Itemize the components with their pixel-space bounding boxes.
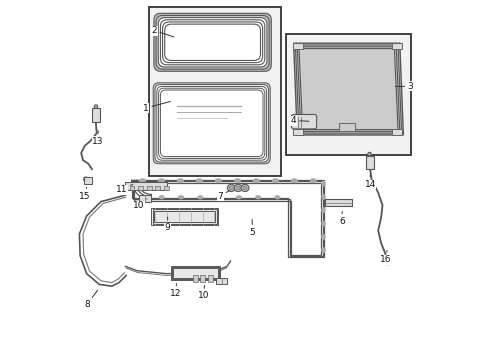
Bar	[171, 266, 220, 280]
Ellipse shape	[177, 179, 183, 183]
Bar	[193, 275, 198, 282]
Ellipse shape	[94, 105, 98, 108]
Bar	[164, 186, 169, 190]
FancyBboxPatch shape	[156, 15, 269, 69]
Ellipse shape	[322, 235, 325, 239]
FancyBboxPatch shape	[159, 88, 265, 158]
Ellipse shape	[236, 186, 240, 190]
Text: 9: 9	[165, 217, 171, 232]
Text: 7: 7	[218, 190, 229, 201]
Bar	[200, 275, 205, 282]
Text: 4: 4	[291, 116, 309, 125]
Ellipse shape	[272, 179, 278, 183]
Bar	[286, 34, 411, 155]
Ellipse shape	[243, 186, 247, 190]
Bar	[151, 208, 218, 225]
Ellipse shape	[217, 196, 222, 199]
Text: 11: 11	[116, 184, 133, 194]
FancyBboxPatch shape	[157, 86, 267, 160]
Ellipse shape	[322, 208, 325, 212]
Ellipse shape	[256, 196, 261, 199]
Text: 2: 2	[151, 26, 174, 37]
Bar	[216, 278, 227, 284]
Ellipse shape	[311, 179, 316, 183]
Ellipse shape	[234, 184, 242, 192]
Ellipse shape	[322, 221, 325, 226]
Ellipse shape	[159, 196, 164, 199]
Bar	[84, 177, 92, 184]
FancyBboxPatch shape	[153, 83, 270, 164]
Bar	[366, 156, 373, 169]
FancyBboxPatch shape	[165, 24, 261, 60]
Bar	[208, 275, 213, 282]
Text: 5: 5	[249, 220, 255, 237]
Polygon shape	[294, 43, 403, 135]
FancyBboxPatch shape	[155, 85, 269, 162]
Ellipse shape	[322, 194, 325, 199]
Ellipse shape	[196, 179, 202, 183]
Ellipse shape	[237, 196, 241, 199]
Text: 16: 16	[380, 251, 392, 264]
FancyBboxPatch shape	[154, 13, 271, 71]
Text: 10: 10	[198, 285, 209, 300]
Ellipse shape	[292, 179, 297, 183]
Bar	[293, 43, 303, 49]
Bar	[139, 195, 151, 202]
Ellipse shape	[227, 184, 235, 192]
Ellipse shape	[322, 181, 325, 186]
Text: 13: 13	[93, 131, 104, 145]
FancyBboxPatch shape	[160, 20, 265, 65]
Ellipse shape	[322, 248, 325, 253]
Text: 12: 12	[170, 284, 182, 298]
Bar	[155, 186, 160, 190]
Ellipse shape	[241, 184, 249, 192]
Bar	[92, 108, 100, 122]
Text: 3: 3	[395, 82, 414, 91]
Bar	[138, 186, 143, 190]
Bar	[153, 209, 217, 224]
Ellipse shape	[229, 186, 233, 190]
Ellipse shape	[140, 179, 145, 183]
Ellipse shape	[235, 179, 240, 183]
Text: 14: 14	[365, 175, 376, 189]
Bar	[149, 7, 281, 176]
Bar	[173, 268, 218, 278]
FancyBboxPatch shape	[158, 18, 267, 67]
Bar	[392, 43, 402, 49]
Bar	[392, 129, 402, 135]
Ellipse shape	[159, 179, 164, 183]
Bar	[172, 267, 219, 279]
FancyBboxPatch shape	[163, 22, 263, 63]
Bar	[339, 123, 355, 131]
Bar	[293, 129, 303, 135]
Text: 1: 1	[143, 102, 171, 112]
FancyBboxPatch shape	[292, 114, 317, 129]
Ellipse shape	[368, 152, 371, 156]
Bar	[130, 186, 134, 190]
Ellipse shape	[275, 196, 280, 199]
Bar	[325, 199, 352, 206]
Text: 10: 10	[133, 199, 147, 210]
Text: 15: 15	[79, 187, 91, 201]
FancyBboxPatch shape	[160, 90, 263, 157]
Ellipse shape	[179, 196, 183, 199]
Bar	[154, 211, 215, 222]
Ellipse shape	[253, 179, 259, 183]
Text: 8: 8	[84, 290, 98, 309]
Ellipse shape	[198, 196, 202, 199]
Text: 6: 6	[339, 212, 345, 226]
Ellipse shape	[140, 196, 145, 199]
Bar	[147, 186, 151, 190]
Bar	[125, 182, 167, 190]
Ellipse shape	[216, 179, 221, 183]
